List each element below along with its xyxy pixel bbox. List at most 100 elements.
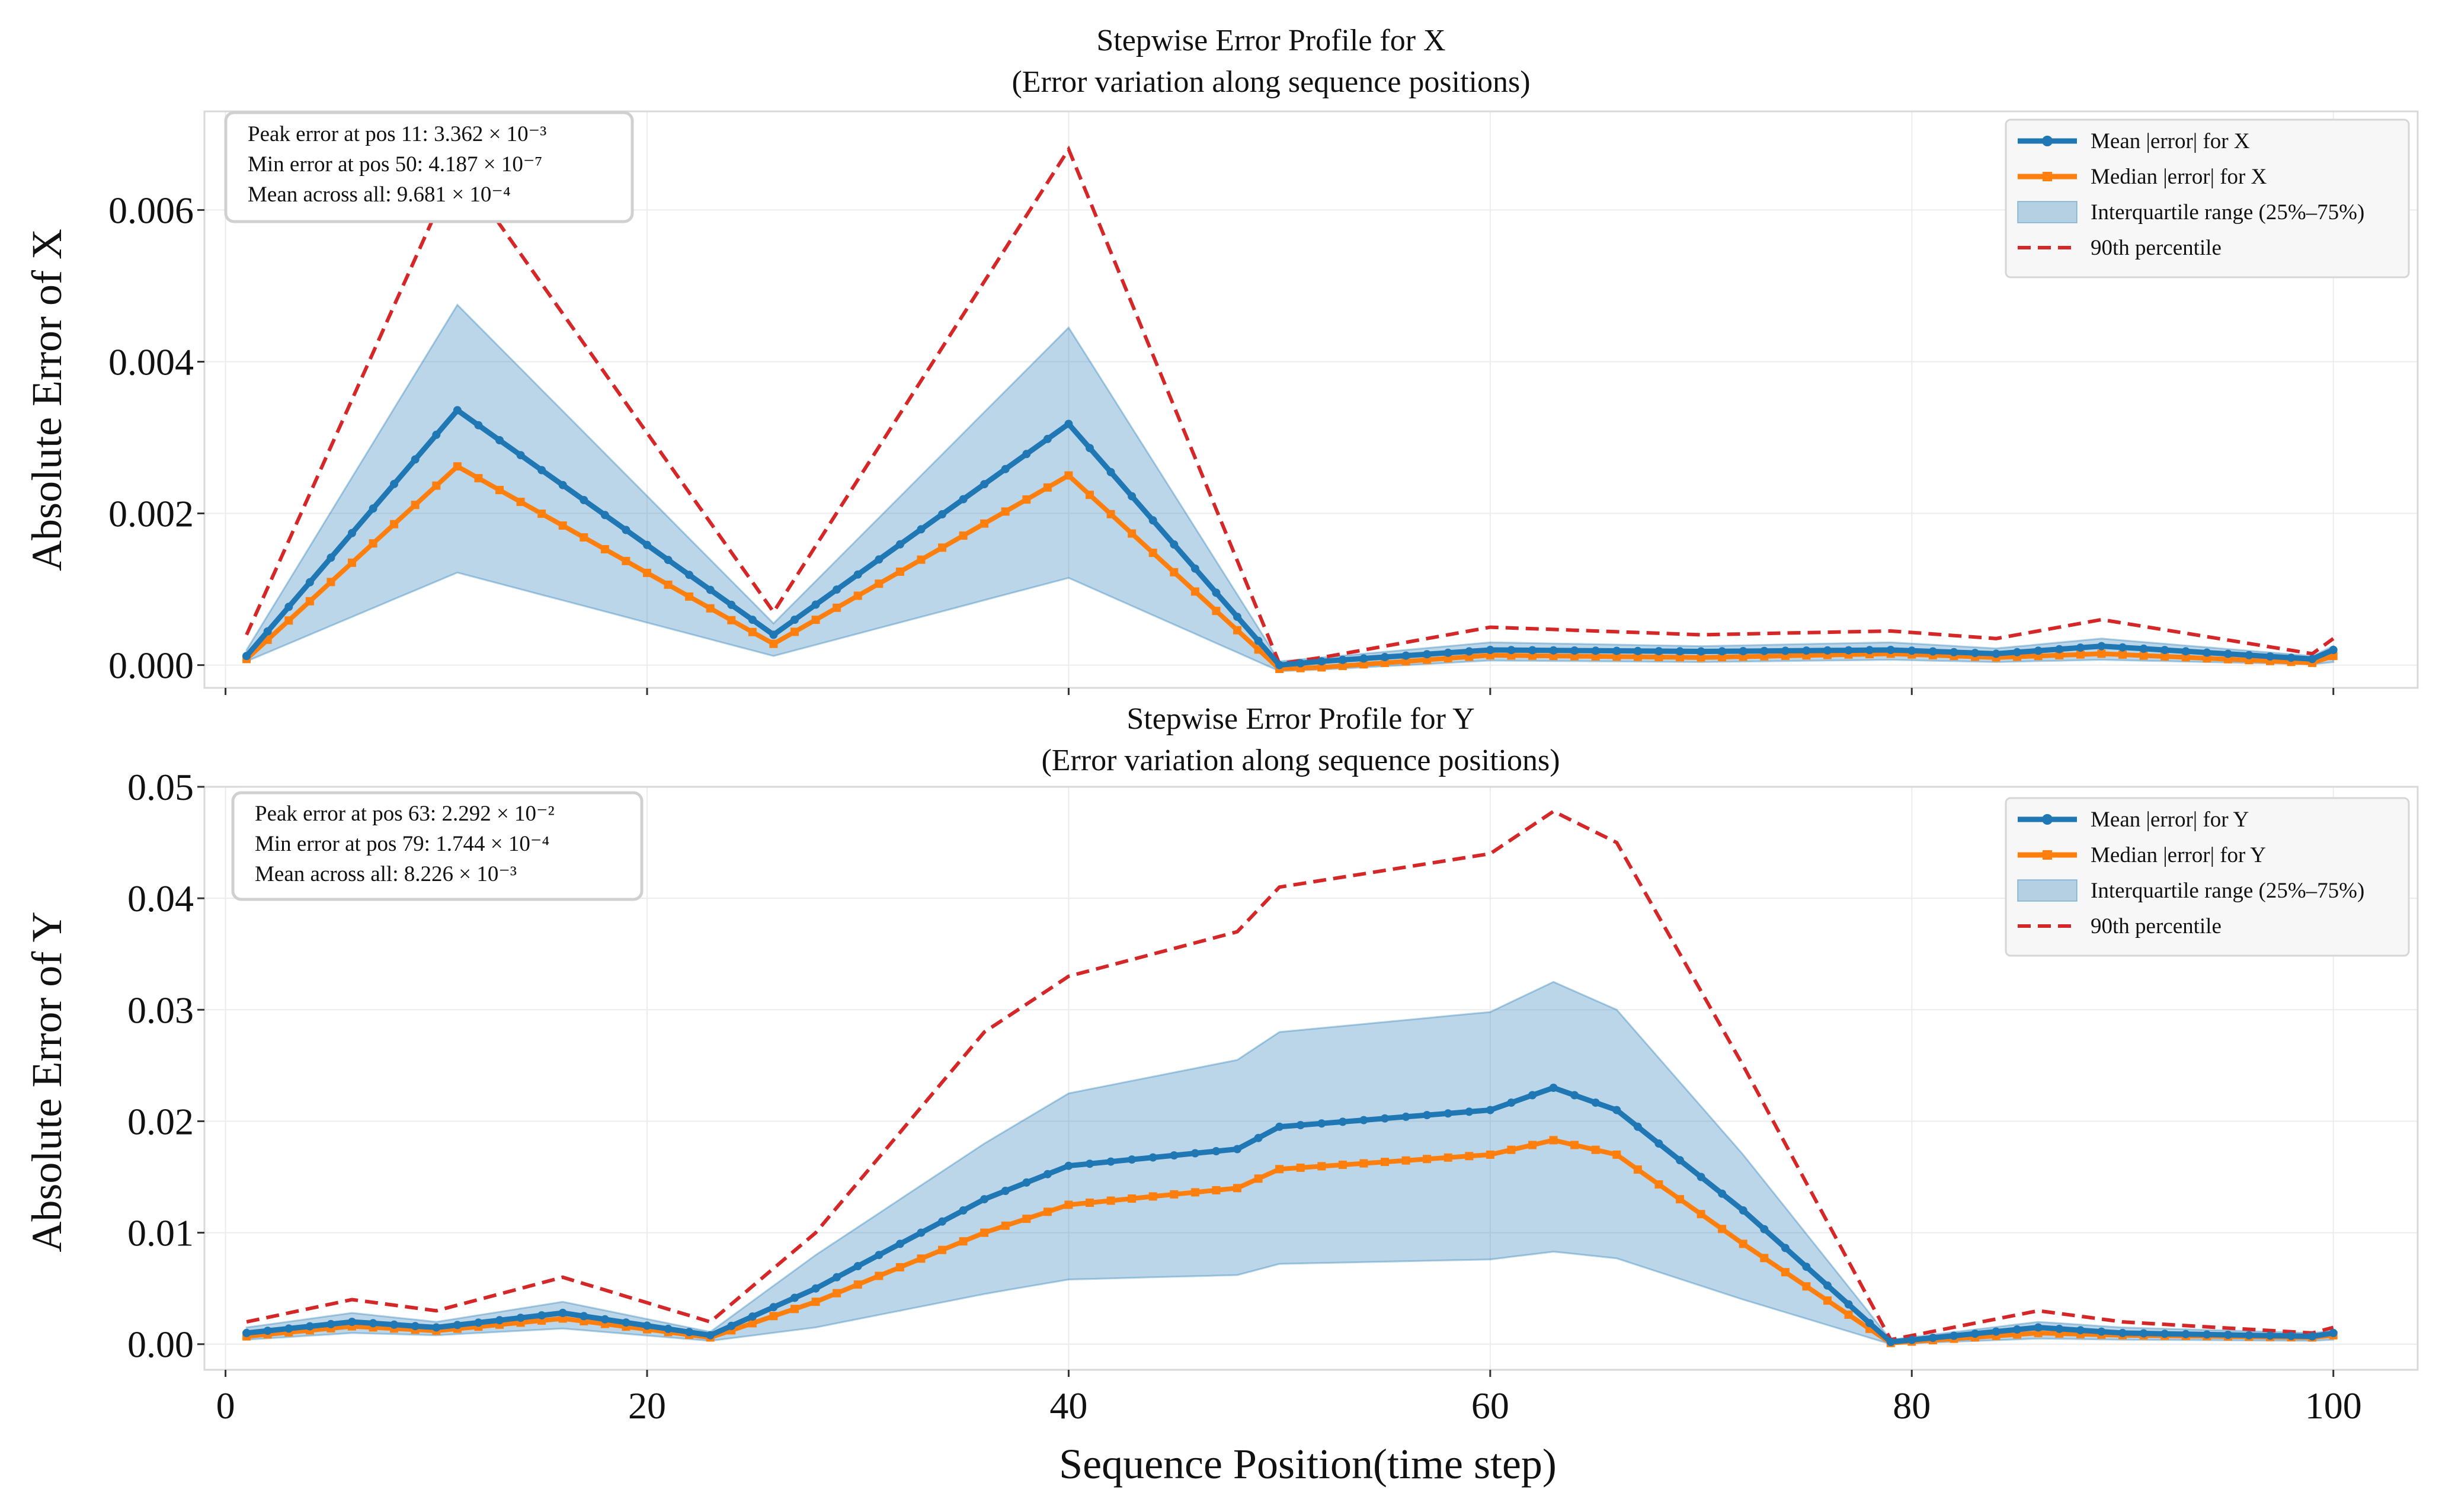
median-point [833, 1289, 841, 1298]
median-point [1549, 1136, 1558, 1145]
mean-line [246, 1085, 2334, 1345]
median-point [1760, 1254, 1769, 1263]
chart-y-subtitle: (Error variation along sequence position… [1041, 744, 1560, 777]
mean-point [1549, 646, 1558, 655]
mean-point [811, 1284, 820, 1293]
chart-y-grid [204, 786, 2418, 1370]
mean-point [2308, 655, 2317, 664]
chart-x-plot [242, 145, 2338, 673]
mean-point [1338, 1117, 1347, 1126]
iqr-band [245, 303, 2335, 672]
legend-label: 90th percentile [2091, 914, 2222, 938]
median-point [1106, 510, 1115, 518]
median-point [1697, 653, 1705, 662]
mean-point [1486, 646, 1494, 654]
median-point [1612, 1150, 1621, 1159]
median-point [706, 604, 715, 613]
mean-point [2118, 643, 2127, 652]
mean-point [1697, 1173, 1705, 1181]
mean-point [1128, 1155, 1137, 1164]
legend-item-mean: Mean |error| for X [2018, 129, 2250, 153]
median-point [1148, 1192, 1157, 1201]
median-point [369, 539, 377, 548]
mean-point [600, 511, 609, 520]
mean-point [1507, 1098, 1516, 1107]
chart-y-annotation: Peak error at pos 63: 2.292 × 10⁻² Min e… [231, 791, 644, 901]
mean-point [1465, 1107, 1474, 1116]
mean-point [1296, 1121, 1305, 1129]
chart-y-plot [242, 809, 2338, 1347]
mean-point [327, 553, 335, 562]
annotation-line: Peak error at pos 11: 3.362 × 10⁻³ [248, 122, 546, 146]
mean-point [875, 555, 884, 564]
mean-point [1212, 588, 1221, 597]
median-point [875, 579, 884, 588]
median-point [769, 639, 778, 648]
mean-point [1254, 1133, 1263, 1142]
median-point [938, 1245, 946, 1254]
mean-point [369, 1319, 377, 1328]
mean-point [2097, 1327, 2106, 1336]
mean-point [622, 526, 630, 534]
mean-line [244, 406, 2335, 668]
mean-point [748, 616, 757, 624]
median-point [580, 533, 588, 542]
mean-point [895, 1239, 904, 1248]
mean-point [622, 1318, 630, 1327]
mean-point [1654, 1139, 1663, 1148]
mean-point [1128, 492, 1137, 501]
mean-point [1401, 1112, 1410, 1121]
mean-point [1633, 646, 1642, 655]
mean-point [853, 570, 862, 579]
mean-point [1823, 646, 1832, 655]
median-point [2118, 650, 2127, 659]
mean-point [474, 1318, 483, 1327]
median-point [1654, 1180, 1663, 1189]
mean-point [1971, 1330, 1979, 1338]
median-point [643, 568, 651, 577]
mean-point [938, 510, 946, 518]
chart-y-plot-area [203, 786, 2419, 1371]
median-point [1591, 652, 1600, 661]
mean-point [1886, 646, 1895, 654]
chart-x: Stepwise Error Profile for X (Error vari… [23, 24, 2419, 695]
mean-point [2013, 1325, 2022, 1334]
mean-point [1928, 647, 1937, 656]
mean-point [959, 1206, 968, 1215]
x-tick-label: 80 [1893, 1385, 1931, 1427]
median-point [1781, 1268, 1790, 1277]
mean-point [727, 1321, 736, 1330]
mean-point [305, 578, 314, 587]
mean-point [348, 1318, 356, 1327]
median-point [2139, 651, 2148, 660]
median-point [1718, 653, 1727, 662]
x-tick-label: 20 [628, 1385, 666, 1427]
median-point [495, 486, 504, 495]
mean-point [1633, 1122, 1642, 1131]
mean-point [1844, 1300, 1853, 1309]
legend-label: 90th percentile [2091, 236, 2222, 260]
mean-point [2139, 644, 2148, 653]
legend-item-mean: Mean |error| for Y [2018, 808, 2249, 832]
mean-point [2223, 1331, 2232, 1339]
mean-point [1275, 1122, 1284, 1131]
median-point [1359, 660, 1368, 669]
mean-point [833, 585, 841, 594]
mean-point [537, 1311, 546, 1320]
mean-point [390, 1320, 399, 1329]
mean-point [2013, 648, 2022, 656]
mean-point [1381, 653, 1389, 661]
mean-point [2245, 651, 2254, 659]
median-point [1254, 645, 1263, 654]
median-point [1043, 483, 1052, 492]
mean-point [853, 1262, 862, 1270]
mean-point [895, 540, 904, 549]
mean-point [2181, 647, 2190, 656]
median-point [769, 1312, 778, 1321]
mean-point [1465, 647, 1474, 656]
mean-point [1190, 1149, 1199, 1158]
median-point [516, 498, 525, 507]
median-point [1064, 1200, 1073, 1209]
mean-point [1971, 649, 1979, 658]
mean-point [790, 1293, 799, 1302]
